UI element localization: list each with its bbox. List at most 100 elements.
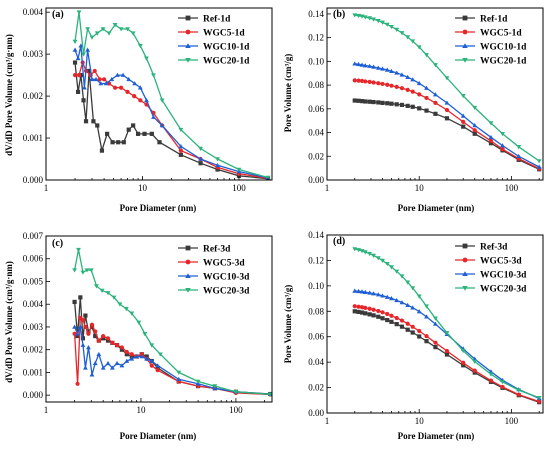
data-point-WGC5-3d [356, 304, 361, 309]
data-point-Ref-3d [359, 310, 365, 315]
data-point-WGC20-3d [444, 331, 450, 336]
data-point-WGC20-3d [405, 280, 411, 285]
y-tick-label: 0.02 [308, 383, 324, 393]
data-point-WGC10-3d [134, 354, 140, 359]
panel-b-ylabel: Pore Volume (cm³/g) [283, 54, 293, 133]
data-point-WGC20-1d [399, 31, 405, 36]
data-point-WGC20-3d [129, 311, 135, 316]
data-point-Ref-1d [385, 101, 390, 106]
y-tick-label: 0.04 [308, 128, 324, 138]
data-point-Ref-1d [380, 100, 385, 105]
data-point-WGC5-1d [101, 77, 107, 82]
data-point-WGC10-3d [144, 356, 150, 361]
data-point-WGC20-1d [144, 56, 149, 61]
data-point-WGC5-3d [110, 340, 115, 345]
data-point-Ref-3d [72, 299, 77, 305]
data-point-WGC5-1d [363, 79, 368, 84]
data-point-WGC10-3d [399, 300, 405, 305]
y-tick-label: 0.02 [308, 151, 324, 161]
data-point-WGC10-1d [410, 77, 416, 82]
series-line-WGC5-1d [75, 60, 269, 179]
data-point-Ref-1d [356, 98, 361, 103]
data-point-WGC10-1d [389, 68, 394, 74]
data-point-WGC10-3d [433, 321, 438, 326]
panel-c: dV/dD Pore Volume (cm³/g·nm) Pore Diamet… [4, 231, 273, 441]
panel-c-xlabel: Pore Diameter (nm) [120, 431, 197, 441]
data-point-WGC5-1d [359, 78, 365, 84]
data-point-Ref-3d [405, 327, 410, 332]
data-point-WGC5-3d [537, 399, 542, 404]
data-point-WGC10-3d [100, 365, 106, 370]
data-point-Ref-3d [89, 324, 95, 330]
y-tick-label: 0.04 [308, 357, 324, 367]
data-point-WGC10-1d [399, 72, 405, 77]
data-point-WGC5-3d [488, 378, 494, 383]
data-point-Ref-1d [142, 131, 147, 136]
y-tick-label: 0.001 [23, 133, 43, 143]
data-point-WGC10-3d [405, 302, 411, 307]
data-point-WGC5-3d [359, 305, 365, 310]
data-point-WGC10-3d [371, 291, 376, 296]
panel-d-label: (d) [333, 236, 345, 247]
data-point-Ref-3d [75, 333, 80, 339]
data-point-Ref-1d [99, 148, 105, 153]
legend-marker [185, 15, 191, 21]
data-point-Ref-1d [433, 111, 438, 116]
data-point-WGC5-3d [444, 348, 450, 354]
data-point-WGC20-1d [460, 93, 466, 99]
data-point-WGC20-1d [151, 73, 156, 78]
x-tick-label: 10 [136, 405, 146, 415]
data-point-WGC10-3d [80, 342, 86, 347]
panel-d: Pore Volume (cm³/g) Pore Diameter (nm) (… [283, 230, 544, 441]
data-point-WGC20-3d [371, 253, 376, 259]
x-tick-label: 1 [325, 416, 330, 426]
data-point-WGC20-1d [394, 27, 400, 33]
data-point-Ref-1d [461, 124, 466, 129]
data-point-WGC20-1d [112, 22, 118, 28]
data-point-WGC10-1d [516, 153, 522, 159]
data-point-WGC10-1d [109, 76, 115, 82]
data-point-WGC5-1d [380, 81, 385, 87]
data-point-WGC10-3d [149, 358, 155, 363]
y-tick-label: 0.00 [308, 408, 324, 418]
data-point-Ref-3d [376, 314, 381, 319]
data-point-Ref-1d [394, 102, 399, 107]
legend-label: WGC10-3d [203, 273, 250, 283]
data-point-WGC10-3d [77, 324, 83, 329]
data-point-WGC20-3d [384, 261, 390, 267]
x-tick-label: 1 [44, 405, 49, 415]
data-point-WGC5-1d [410, 89, 415, 94]
data-point-WGC20-3d [84, 268, 90, 273]
data-point-WGC20-3d [212, 384, 218, 389]
data-point-WGC20-1d [118, 27, 124, 32]
data-point-WGC5-1d [376, 81, 381, 86]
data-point-WGC20-3d [352, 247, 358, 252]
data-point-WGC10-1d [85, 47, 91, 52]
data-point-Ref-3d [385, 317, 390, 323]
data-point-Ref-1d [157, 140, 162, 145]
data-point-WGC5-1d [97, 77, 102, 82]
panel-a: dV/dD Pore Volume (cm³/g·nm) Pore Diamet… [4, 7, 273, 213]
data-point-WGC5-3d [385, 311, 390, 317]
data-point-WGC20-1d [125, 27, 130, 32]
data-point-WGC20-3d [362, 250, 368, 255]
data-point-WGC20-3d [117, 302, 123, 307]
data-point-WGC20-1d [536, 159, 542, 164]
data-point-Ref-1d [399, 102, 405, 108]
data-point-WGC20-1d [137, 43, 143, 49]
data-point-WGC20-3d [111, 295, 117, 300]
y-tick-label: 0.14 [308, 9, 324, 19]
y-tick-label: 0.14 [308, 230, 324, 240]
data-point-Ref-1d [75, 89, 81, 95]
data-point-WGC10-1d [178, 144, 184, 149]
data-point-WGC20-1d [367, 16, 373, 21]
data-point-Ref-3d [399, 324, 405, 329]
legend-marker [185, 29, 191, 35]
data-point-Ref-3d [80, 336, 86, 341]
data-point-WGC10-1d [433, 92, 438, 97]
data-point-WGC10-3d [105, 360, 111, 366]
data-point-WGC20-3d [157, 352, 163, 357]
data-point-WGC5-1d [138, 98, 143, 103]
data-point-Ref-3d [461, 363, 466, 368]
